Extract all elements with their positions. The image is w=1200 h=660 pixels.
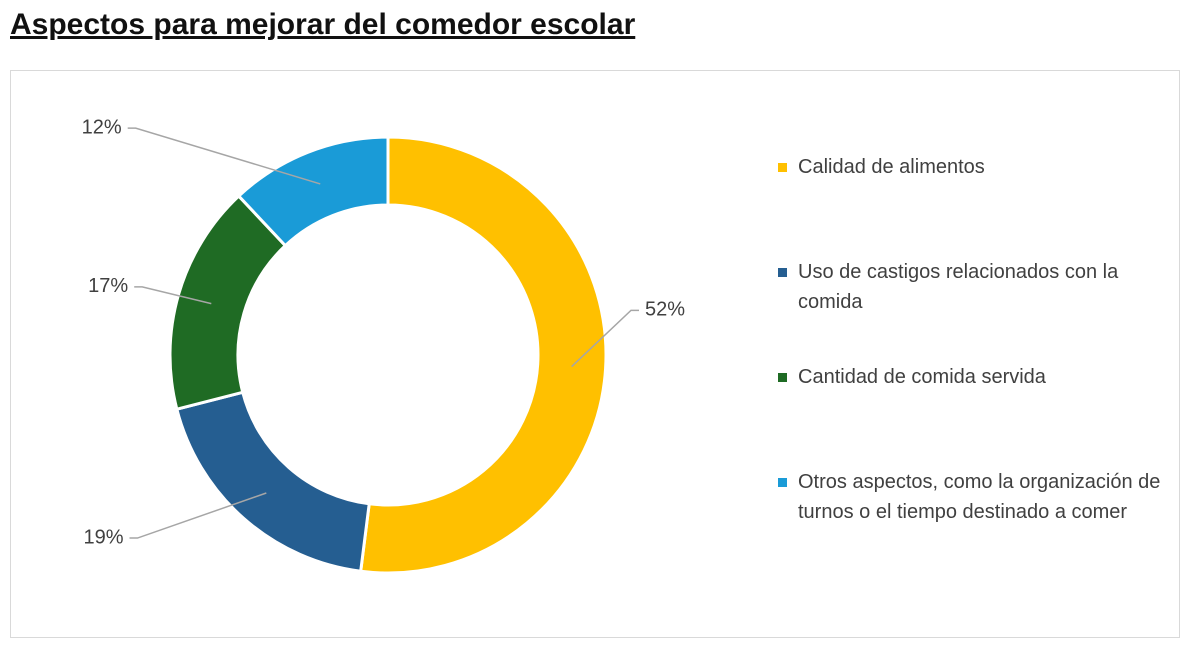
data-label: 52% (645, 299, 685, 321)
leader-line (129, 492, 267, 539)
legend-swatch (778, 268, 787, 277)
legend-label: Cantidad de comida servida (798, 366, 1046, 388)
legend-item: Otros aspectos, como la organización de … (778, 467, 1168, 527)
legend-label: Uso de castigos relacionados con la comi… (798, 261, 1119, 313)
data-label: 17% (88, 275, 128, 297)
leader-line (127, 127, 321, 185)
legend-swatch (778, 478, 787, 487)
legend-label: Calidad de alimentos (798, 156, 985, 178)
slice (236, 135, 390, 248)
slice (175, 390, 371, 573)
legend-item: Uso de castigos relacionados con la comi… (778, 257, 1168, 317)
legend-swatch (778, 163, 787, 172)
chart-frame (10, 70, 1180, 638)
chart-title: Aspectos para mejorar del comedor escola… (10, 8, 636, 41)
legend-label: Otros aspectos, como la organización de … (798, 471, 1161, 523)
legend-item: Cantidad de comida servida (778, 362, 1168, 392)
legend-item: Calidad de alimentos (778, 152, 1168, 182)
legend-swatch (778, 373, 787, 382)
slice (359, 135, 608, 575)
leader-line (571, 309, 639, 368)
data-label: 19% (83, 526, 123, 548)
leader-line (134, 286, 212, 305)
data-label: 12% (82, 116, 122, 138)
